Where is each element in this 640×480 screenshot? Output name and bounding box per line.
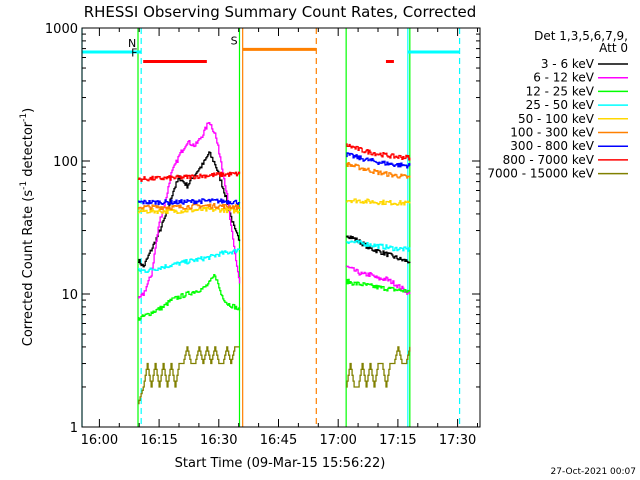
plot-area: NF S	[81, 28, 461, 427]
y-tick-label: 10	[61, 288, 78, 303]
footer-date: 27-Oct-2021 00:07	[551, 467, 636, 477]
series-line	[346, 143, 411, 161]
y-tick-label: 1000	[45, 22, 78, 37]
series-line	[138, 151, 241, 268]
x-tick-label: 17:00	[319, 433, 356, 448]
series-line	[346, 239, 411, 252]
series-line	[138, 248, 241, 274]
legend-entry-label: 100 - 300 keV	[510, 126, 594, 140]
legend-header-1: Det 1,3,5,6,7,9,	[534, 29, 628, 43]
chart-title: RHESSI Observing Summary Count Rates, Co…	[84, 3, 477, 21]
series-line	[138, 198, 241, 206]
series-line	[138, 171, 241, 182]
series-line	[346, 162, 411, 179]
y-tick-label: 100	[53, 155, 78, 170]
legend-entry-label: 7000 - 15000 keV	[487, 167, 594, 181]
series-line	[138, 273, 241, 321]
y-axis-label-main: Corrected Count Rate (s	[21, 190, 36, 347]
plot-frame	[81, 27, 481, 428]
series-line	[138, 346, 240, 405]
series-line	[346, 152, 411, 169]
y-axis-label-end: )	[21, 108, 36, 113]
series-line	[346, 265, 411, 295]
y-axis-label: Corrected Count Rate (s-1 detector-1)	[19, 108, 36, 346]
y-axis-label-sup2: -1	[19, 113, 29, 122]
flag-label: N	[128, 37, 136, 50]
y-axis-label-mid: detector	[21, 121, 36, 181]
y-tick-label: 1	[70, 421, 78, 436]
legend-entry-label: 800 - 7000 keV	[503, 153, 595, 167]
flag-label: S	[231, 34, 238, 47]
x-tick-label: 16:00	[81, 433, 118, 448]
flag-label: F	[131, 46, 137, 59]
y-axis-label-sup1: -1	[19, 181, 29, 190]
x-tick-label: 16:30	[200, 433, 237, 448]
legend-entry-label: 50 - 100 keV	[518, 112, 595, 126]
x-axis-label: Start Time (09-Mar-15 15:56:22)	[175, 456, 386, 471]
axes: 16:00 16:15 16:30 16:45 17:00 17:15 17:30 1 10 10…	[45, 22, 481, 448]
series-line	[138, 202, 241, 211]
legend-entry-label: 6 - 12 keV	[533, 71, 595, 85]
series-line	[346, 198, 411, 206]
legend-entry-label: 25 - 50 keV	[526, 98, 595, 112]
x-tick-label: 16:45	[260, 433, 297, 448]
series-line	[346, 346, 411, 388]
legend-entry-label: 12 - 25 keV	[526, 84, 595, 98]
legend-header-2: Att 0	[599, 41, 628, 55]
series-line	[346, 235, 411, 264]
x-tick-label: 16:15	[140, 433, 177, 448]
legend-entry-label: 300 - 800 keV	[510, 139, 594, 153]
series-line	[346, 278, 411, 293]
legend-entry-label: 3 - 6 keV	[541, 57, 595, 71]
x-tick-label: 17:30	[439, 433, 476, 448]
x-tick-label: 17:15	[379, 433, 416, 448]
